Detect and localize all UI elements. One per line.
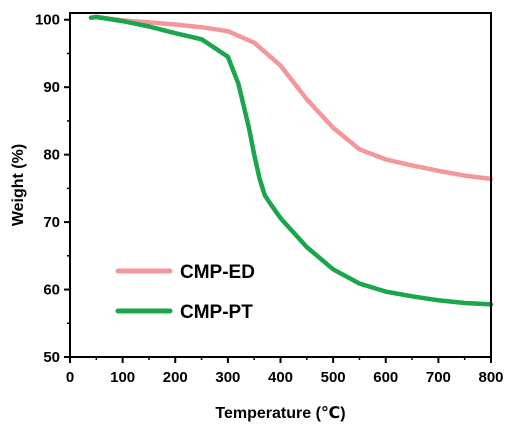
y-tick-label: 70 <box>43 214 60 231</box>
x-tick-label: 300 <box>215 369 240 386</box>
x-tick-label: 600 <box>373 369 398 386</box>
x-tick-label: 200 <box>163 369 188 386</box>
x-tick-label: 800 <box>478 369 503 386</box>
y-tick-label: 80 <box>43 147 60 164</box>
y-tick-label: 90 <box>43 79 60 96</box>
y-tick-label: 100 <box>35 12 60 29</box>
plot-frame <box>69 12 492 358</box>
x-axis-title: Temperature (℃) <box>215 405 345 422</box>
series-layer <box>88 14 494 307</box>
y-tick-label: 50 <box>43 349 60 366</box>
series-line-cmp-ed <box>88 14 494 182</box>
legend: CMP-ED CMP-PT <box>115 262 255 323</box>
x-tick-label: 400 <box>268 369 293 386</box>
x-tick-label: 500 <box>321 369 346 386</box>
x-tick-label: 700 <box>426 369 451 386</box>
y-tick-label: 60 <box>43 282 60 299</box>
y-axis-title: Weight (%) <box>10 144 27 226</box>
x-tick-label: 0 <box>66 369 74 386</box>
legend-label: CMP-ED <box>180 262 255 283</box>
series-line-cmp-pt <box>88 14 494 307</box>
legend-label: CMP-PT <box>180 302 253 323</box>
x-tick-label: 100 <box>110 369 135 386</box>
